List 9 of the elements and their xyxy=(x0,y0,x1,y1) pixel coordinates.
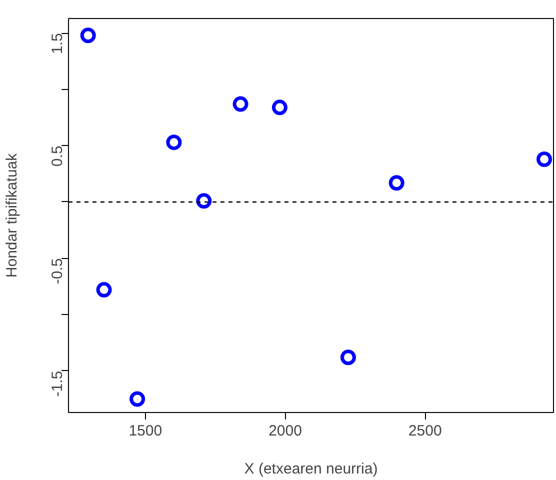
x-axis-title: X (etxearen neurria) xyxy=(244,460,378,478)
x-tick-label: 2000 xyxy=(268,422,302,440)
x-tick-label: 1500 xyxy=(128,422,162,440)
y-axis-title: Hondar tipifikatuak xyxy=(4,152,20,278)
x-tick-label: 2500 xyxy=(408,422,442,440)
y-tick-label: 0.5 xyxy=(49,146,66,167)
y-tick-label: -0.5 xyxy=(49,258,66,284)
y-tick-label: 1.5 xyxy=(49,33,66,54)
y-tick-label: -1.5 xyxy=(49,370,66,397)
